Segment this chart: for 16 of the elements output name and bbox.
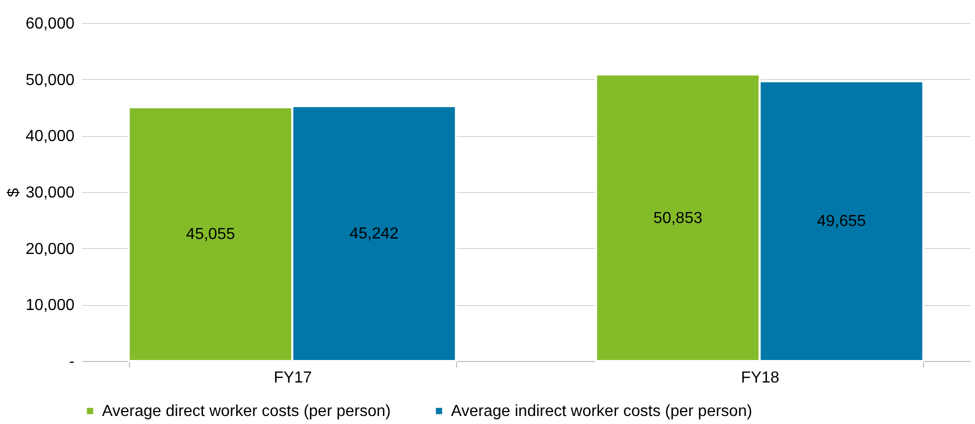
y-tick-label: 10,000 [26, 297, 75, 314]
data-label: 45,242 [350, 226, 399, 243]
y-tick-label: 50,000 [26, 72, 75, 89]
y-axis-title: $ [6, 188, 23, 197]
y-tick-label: 20,000 [26, 240, 75, 258]
y-tick-label: 40,000 [26, 128, 75, 146]
y-tick-label: 60,000 [26, 16, 75, 32]
data-label: 50,853 [653, 210, 702, 227]
legend-label: Average indirect worker costs (per person) [451, 403, 752, 420]
legend-label: Average direct worker costs (per person) [102, 403, 391, 420]
x-tick-label: FY17 [274, 370, 312, 386]
x-tick-label: FY18 [741, 370, 780, 386]
data-label: 49,655 [817, 213, 866, 230]
y-tick-label: 30,000 [26, 184, 75, 202]
data-label: 45,055 [186, 226, 236, 244]
y-tick-label: - [69, 354, 74, 370]
